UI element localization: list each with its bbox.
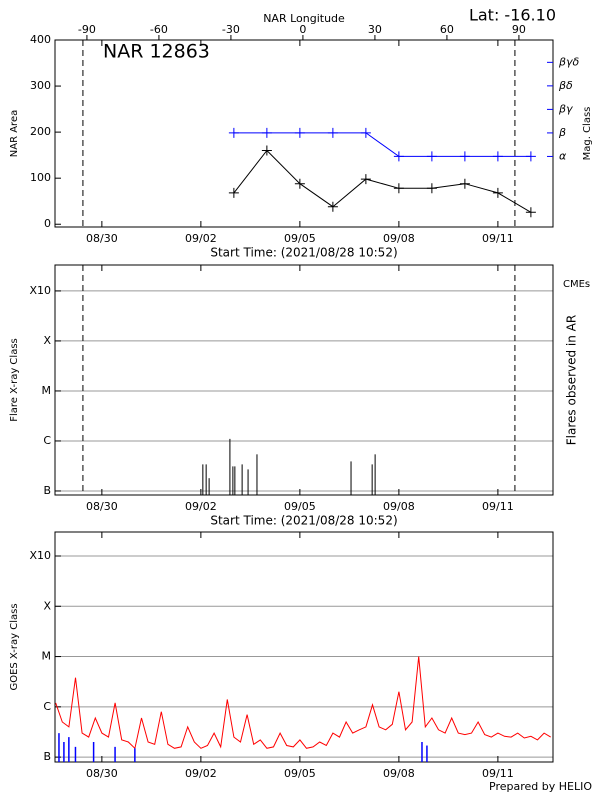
point-marker	[426, 151, 437, 162]
y-tick-label: C	[43, 700, 51, 713]
y-tick-label: B	[43, 750, 51, 763]
point-marker	[228, 127, 239, 138]
x2-tick-label: -30	[222, 23, 240, 36]
y-tick-label: C	[43, 434, 51, 447]
y-tick-label: X10	[29, 549, 51, 562]
point-marker	[360, 174, 371, 185]
x2-tick-label: 30	[368, 23, 382, 36]
x2-axis-label: NAR Longitude	[263, 12, 345, 25]
x-tick-label: 08/30	[86, 500, 118, 513]
x-tick-label: 09/02	[185, 500, 217, 513]
point-marker	[492, 151, 503, 162]
point-marker	[525, 207, 536, 218]
y2-tick-label: α	[559, 149, 567, 162]
plot-frame	[54, 264, 554, 496]
x-axis-label: Start Time: (2021/08/28 10:52)	[210, 514, 397, 528]
series-line	[233, 132, 531, 157]
point-marker	[327, 201, 338, 212]
point-marker	[261, 145, 272, 156]
x-axis-label: Start Time: (2021/08/28 10:52)	[210, 246, 397, 260]
plot-frame	[54, 531, 554, 763]
y2-axis-label: Mag. Class	[582, 107, 593, 161]
y-axis-label: NAR Area	[9, 110, 20, 157]
y2-tick-label: βγ	[558, 102, 573, 115]
x2-tick-label: 60	[440, 23, 454, 36]
y-tick-label: 200	[30, 125, 51, 138]
point-marker	[360, 127, 371, 138]
point-marker	[228, 187, 239, 198]
point-marker	[393, 183, 404, 194]
y-tick-label: X	[43, 599, 51, 612]
point-marker	[261, 127, 272, 138]
y-tick-label: 0	[44, 217, 51, 230]
x-tick-label: 09/08	[383, 767, 415, 780]
footer: Prepared by HELIO	[489, 780, 592, 793]
y-tick-label: 400	[30, 33, 51, 46]
point-marker	[525, 151, 536, 162]
point-marker	[459, 151, 470, 162]
x-tick-label: 09/02	[185, 232, 217, 245]
point-marker	[294, 178, 305, 189]
latitude-label: Lat: -16.10	[469, 6, 556, 25]
y-axis-label: Flare X-ray Class	[9, 338, 20, 422]
x-tick-label: 09/08	[383, 232, 415, 245]
x-tick-label: 08/30	[86, 767, 118, 780]
y-tick-label: X	[43, 334, 51, 347]
y2-tick-label: β	[558, 126, 566, 139]
x-tick-label: 09/05	[284, 767, 316, 780]
annotation: CMEs	[563, 279, 590, 290]
y-tick-label: X10	[29, 284, 51, 297]
x-tick-label: 09/08	[383, 500, 415, 513]
point-marker	[294, 127, 305, 138]
y2-tick-label: βδ	[558, 79, 573, 92]
x2-tick-label: 0	[299, 23, 306, 36]
y-tick-label: M	[42, 650, 52, 663]
series-line	[233, 149, 532, 213]
y-tick-label: B	[43, 484, 51, 497]
x2-tick-label: 90	[512, 23, 526, 36]
y2-axis-label: Flares observed in AR	[565, 315, 579, 445]
x-tick-label: 09/05	[284, 500, 316, 513]
point-marker	[426, 183, 437, 194]
y-tick-label: 100	[30, 171, 51, 184]
x2-tick-label: -60	[150, 23, 168, 36]
x-tick-label: 09/02	[185, 767, 217, 780]
y-tick-label: 300	[30, 79, 51, 92]
x-tick-label: 09/05	[284, 232, 316, 245]
plot-frame	[54, 39, 554, 228]
panel-title: NAR 12863	[103, 41, 210, 63]
x-tick-label: 09/11	[482, 232, 514, 245]
y2-tick-label: βγδ	[558, 55, 580, 68]
point-marker	[327, 127, 338, 138]
y-tick-label: M	[42, 384, 52, 397]
x-tick-label: 09/11	[482, 500, 514, 513]
point-marker	[492, 187, 503, 198]
series-line	[55, 656, 551, 750]
point-marker	[459, 178, 470, 189]
x-tick-label: 08/30	[86, 232, 118, 245]
x2-tick-label: -90	[78, 23, 96, 36]
x-tick-label: 09/11	[482, 767, 514, 780]
y-axis-label: GOES X-ray Class	[9, 603, 20, 690]
point-marker	[393, 151, 404, 162]
